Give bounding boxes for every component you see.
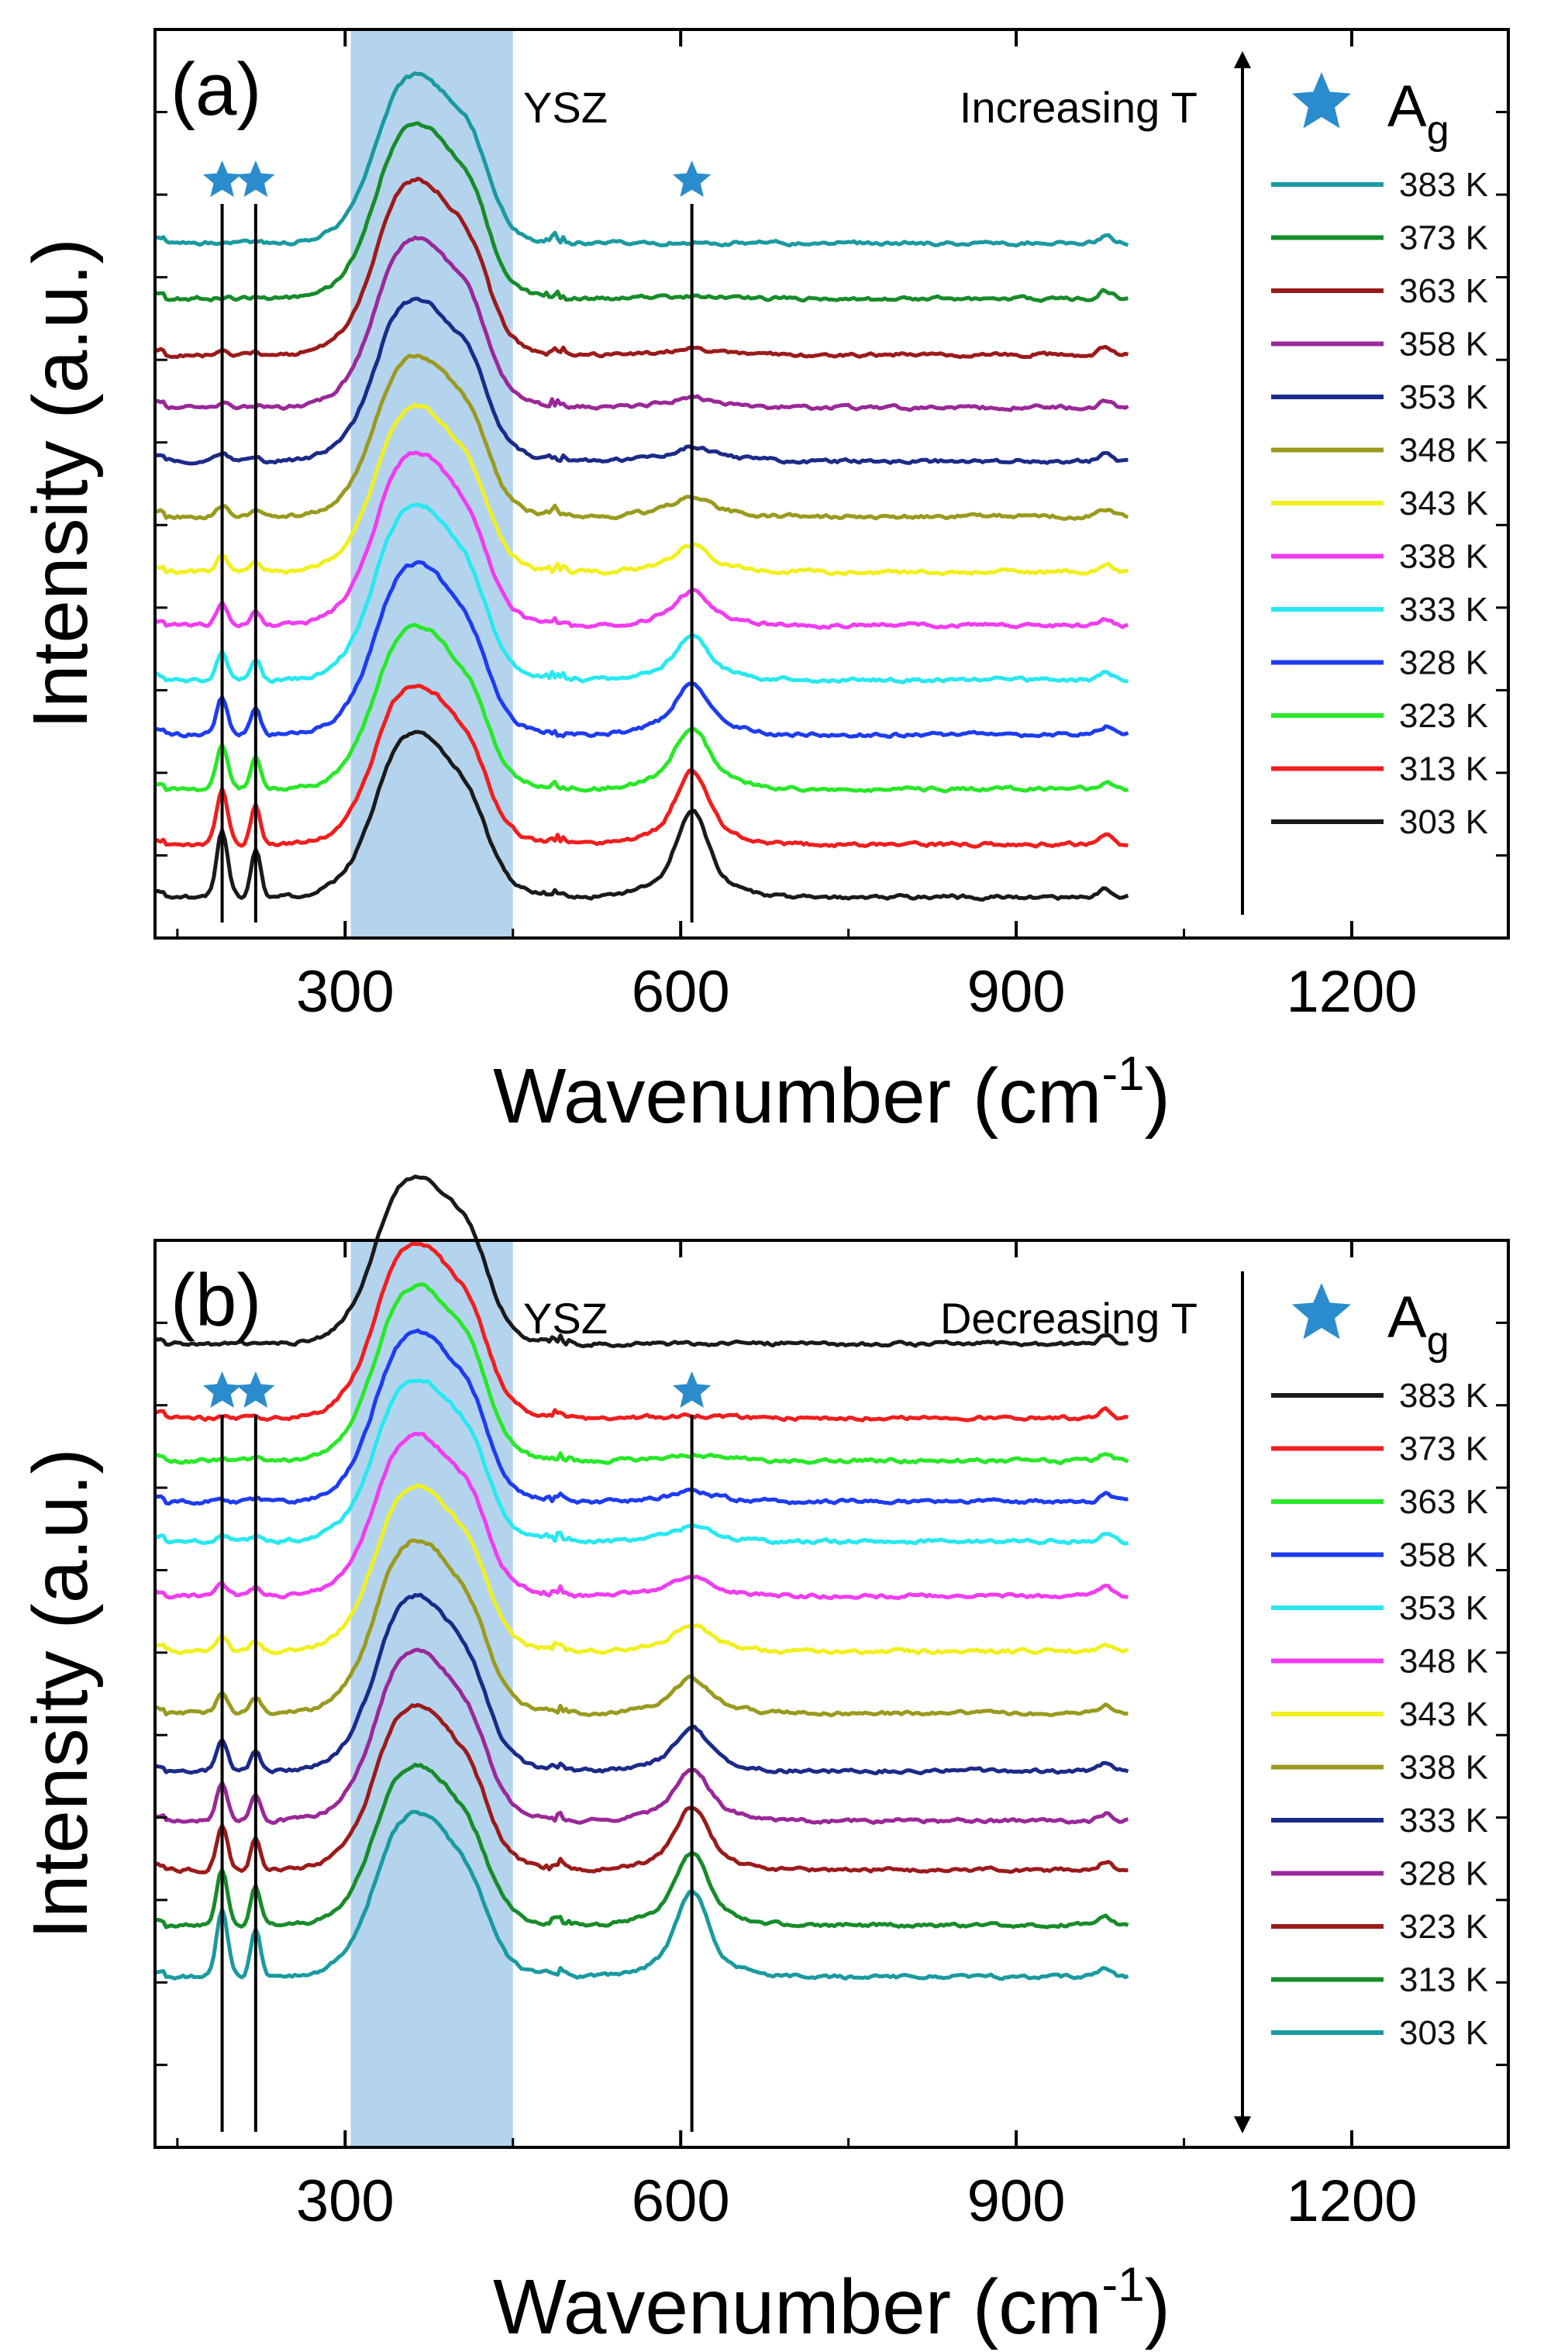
ysz-band bbox=[350, 1240, 513, 2147]
x-axis-label-sup: -1 bbox=[1101, 1047, 1144, 1101]
spectrum-358k bbox=[154, 1328, 1129, 1506]
spectrum-343k bbox=[154, 402, 1129, 577]
legend-label: 383 K bbox=[1399, 166, 1488, 204]
x-tick-label: 1200 bbox=[1286, 2168, 1417, 2234]
legend-label: 373 K bbox=[1399, 1430, 1488, 1468]
legend-label: 353 K bbox=[1399, 378, 1488, 416]
spectrum-338k bbox=[153, 450, 1129, 630]
panel-b: 383 K 373 K 363 K 358 K 353 K 348 K 343 K 338 K… bbox=[17, 1174, 1510, 2350]
legend-label: 323 K bbox=[1399, 697, 1488, 735]
legend-ag-label: Ag bbox=[1387, 74, 1449, 153]
plot-frame bbox=[153, 28, 1510, 940]
legend-label: 303 K bbox=[1399, 803, 1488, 841]
x-axis-label-main: Wavenumber (cm bbox=[493, 1053, 1101, 1140]
spectrum-303k bbox=[154, 1809, 1129, 1981]
spectrum-303k bbox=[153, 729, 1129, 902]
spectrum-363k bbox=[154, 1282, 1129, 1465]
legend-label: 333 K bbox=[1399, 1802, 1488, 1840]
spectrum-313k bbox=[154, 1762, 1129, 1930]
spectrum-363k bbox=[153, 176, 1129, 360]
legend-label: 383 K bbox=[1399, 1377, 1488, 1415]
x-axis-label: Wavenumber (cm-1) bbox=[493, 1047, 1170, 1140]
legend-label: 343 K bbox=[1399, 1695, 1488, 1733]
legend-label: 333 K bbox=[1399, 591, 1488, 629]
x-axis-label-main: Wavenumber (cm bbox=[493, 2264, 1101, 2350]
spectrum-328k bbox=[153, 1647, 1129, 1826]
legend-label: 338 K bbox=[1399, 538, 1488, 576]
spectrum-373k bbox=[154, 121, 1129, 303]
panel-label: (a) bbox=[171, 48, 261, 131]
legend-label: 353 K bbox=[1399, 1589, 1488, 1627]
x-tick-label: 1200 bbox=[1286, 959, 1417, 1025]
spectrum-343k bbox=[154, 1483, 1129, 1656]
direction-label: Decreasing T bbox=[940, 1294, 1198, 1343]
spectrum-353k bbox=[154, 1378, 1129, 1546]
plot-frame bbox=[153, 1239, 1510, 2149]
ag-star-icon bbox=[672, 1371, 712, 1408]
spectrum-358k bbox=[153, 235, 1129, 412]
spectrum-373k bbox=[154, 1241, 1129, 1423]
spectrum-333k bbox=[154, 502, 1129, 685]
x-tick-label: 900 bbox=[967, 959, 1066, 1025]
x-axis-label: Wavenumber (cm-1) bbox=[493, 2258, 1170, 2350]
legend-label: 358 K bbox=[1399, 326, 1488, 364]
x-tick-label: 600 bbox=[632, 2168, 730, 2234]
legend-label: 348 K bbox=[1399, 1643, 1488, 1681]
legend-label: 348 K bbox=[1399, 432, 1488, 470]
arrow-head-icon bbox=[1234, 2116, 1251, 2133]
legend-label: 373 K bbox=[1399, 219, 1488, 257]
legend-ag-subscript: g bbox=[1427, 108, 1449, 153]
spectrum-338k bbox=[155, 1538, 1129, 1718]
legend-label: 358 K bbox=[1399, 1536, 1488, 1574]
legend-label: 313 K bbox=[1399, 1961, 1488, 1999]
x-tick-label: 600 bbox=[632, 959, 730, 1025]
spectrum-323k bbox=[154, 1702, 1129, 1874]
panel-label: (b) bbox=[171, 1259, 261, 1342]
ag-star-icon bbox=[236, 1371, 275, 1408]
spectrum-383k bbox=[153, 1174, 1129, 1349]
panel-a: 383 K 373 K 363 K 358 K 353 K 348 K 343 K 338 K… bbox=[17, 28, 1510, 1140]
direction-label: Increasing T bbox=[960, 83, 1198, 132]
legend-label: 328 K bbox=[1399, 644, 1488, 682]
x-tick-label: 300 bbox=[296, 2168, 395, 2234]
spectrum-323k bbox=[154, 622, 1129, 794]
legend-ag-subscript: g bbox=[1427, 1319, 1449, 1364]
spectrum-333k bbox=[154, 1592, 1129, 1776]
legend-label: 328 K bbox=[1399, 1855, 1488, 1893]
spectrum-313k bbox=[154, 684, 1129, 849]
legend-ag-star-icon bbox=[1292, 1283, 1351, 1340]
spectrum-328k bbox=[154, 560, 1129, 739]
spectrum-383k bbox=[154, 71, 1129, 248]
x-tick-label: 300 bbox=[296, 959, 395, 1025]
legend-label: 363 K bbox=[1399, 1483, 1488, 1521]
y-axis-label: Intensity (a.u.) bbox=[17, 238, 104, 729]
ysz-label: YSZ bbox=[523, 83, 608, 132]
ag-star-icon bbox=[236, 160, 275, 197]
x-axis-label-sup: -1 bbox=[1101, 2258, 1144, 2312]
spectrum-353k bbox=[154, 296, 1129, 466]
legend-label: 303 K bbox=[1399, 2014, 1488, 2052]
ag-star-icon bbox=[672, 160, 712, 197]
legend-label: 343 K bbox=[1399, 485, 1488, 522]
legend-label: 338 K bbox=[1399, 1749, 1488, 1787]
legend-label: 313 K bbox=[1399, 750, 1488, 788]
x-axis-label-close: ) bbox=[1145, 1053, 1170, 1140]
y-axis-label: Intensity (a.u.) bbox=[17, 1448, 104, 1940]
legend-ag-label: Ag bbox=[1387, 1285, 1449, 1364]
spectrum-348k bbox=[153, 1431, 1129, 1600]
arrow-head-icon bbox=[1234, 51, 1251, 68]
legend-label: 323 K bbox=[1399, 1908, 1488, 1946]
ysz-label: YSZ bbox=[523, 1294, 608, 1343]
ag-star-icon bbox=[202, 1371, 242, 1408]
x-axis-label-close: ) bbox=[1145, 2264, 1170, 2350]
legend-label: 363 K bbox=[1399, 272, 1488, 310]
ag-star-icon bbox=[202, 160, 242, 197]
x-tick-label: 900 bbox=[967, 2168, 1066, 2234]
spectrum-348k bbox=[154, 353, 1129, 521]
legend-ag-star-icon bbox=[1292, 72, 1351, 129]
